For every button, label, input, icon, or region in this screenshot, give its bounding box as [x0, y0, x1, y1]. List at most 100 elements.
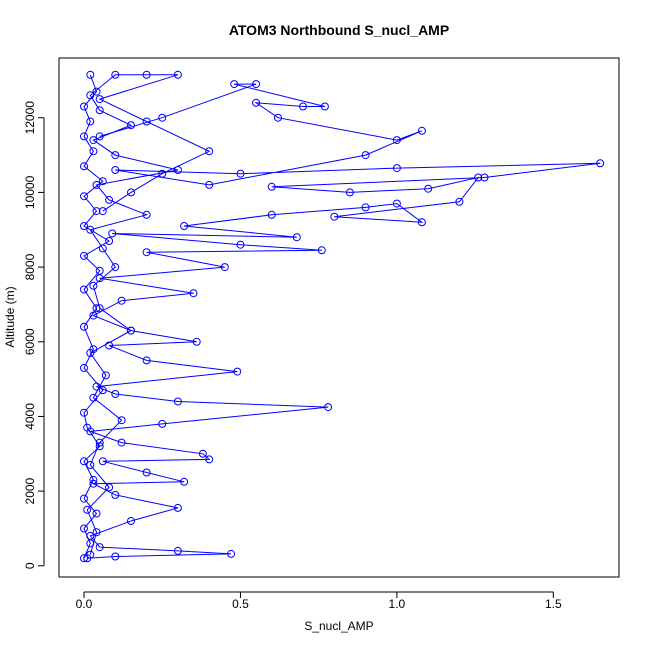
data-point: [86, 461, 95, 469]
data-point: [252, 80, 261, 89]
y-tick-label: 6000: [23, 328, 37, 355]
data-point: [233, 367, 242, 376]
data-point: [317, 246, 326, 255]
data-point: [142, 356, 151, 365]
data-point: [274, 113, 282, 122]
data-point: [80, 408, 88, 417]
data-point: [83, 554, 92, 563]
data-point: [80, 457, 88, 466]
data-point: [86, 117, 95, 126]
series-3: [80, 70, 114, 563]
chart-title: ATOM3 Northbound S_nucl_AMP: [229, 22, 449, 38]
data-point: [111, 552, 120, 561]
data-point: [392, 136, 401, 145]
data-point: [80, 102, 88, 111]
y-axis: 0 2000 4000 6000 8000 10000 12000: [23, 101, 45, 569]
data-point: [80, 285, 88, 294]
data-point: [86, 539, 95, 548]
data-point: [80, 363, 88, 372]
data-point: [80, 554, 88, 563]
data-point: [83, 423, 92, 432]
y-axis-label: Altitude (m): [3, 286, 17, 347]
y-tick-label: 12000: [23, 101, 37, 135]
data-point: [92, 87, 101, 96]
data-point: [105, 483, 114, 492]
data-point: [80, 251, 88, 260]
data-point: [92, 509, 101, 518]
data-point: [83, 505, 92, 514]
data-point: [361, 203, 370, 212]
y-tick-label: 10000: [23, 175, 37, 209]
x-axis-label: S_nucl_AMP: [304, 619, 373, 633]
data-point: [92, 180, 101, 189]
data-point: [392, 199, 401, 208]
data-point: [80, 192, 88, 201]
data-point: [95, 132, 104, 141]
series-2: [83, 80, 605, 563]
data-point: [111, 390, 120, 398]
data-point: [89, 136, 98, 145]
data-point: [158, 113, 167, 122]
data-point: [292, 233, 301, 242]
data-point: [474, 173, 483, 182]
data-point: [95, 442, 104, 451]
data-point: [89, 281, 98, 290]
plot-area-frame: [58, 57, 620, 578]
data-point: [455, 197, 464, 206]
y-tick-label: 8000: [23, 253, 37, 280]
data-point: [95, 543, 104, 552]
data-point: [111, 70, 120, 79]
data-point: [173, 397, 182, 406]
data-point: [424, 184, 433, 193]
data-point: [205, 180, 214, 189]
data-point: [127, 326, 135, 335]
data-point: [127, 188, 135, 197]
data-point: [92, 207, 101, 216]
data-point: [142, 468, 151, 477]
series-line: [87, 83, 601, 559]
data-point: [142, 70, 151, 79]
data-point: [417, 126, 426, 135]
data-point: [198, 449, 207, 458]
data-point: [95, 95, 104, 104]
y-tick-label: 4000: [23, 403, 37, 430]
data-point: [320, 102, 329, 111]
data-point: [101, 371, 110, 380]
x-tick-label: 0.5: [232, 597, 249, 611]
data-point: [105, 195, 114, 204]
data-point: [95, 266, 104, 275]
data-point: [324, 403, 333, 412]
data-point: [142, 248, 151, 257]
data-point: [205, 147, 214, 156]
data-point: [236, 240, 245, 249]
data-point: [417, 218, 426, 227]
data-point: [127, 517, 135, 525]
data-point: [330, 212, 339, 221]
data-point: [252, 98, 261, 107]
data-point: [173, 503, 182, 512]
data-point: [105, 341, 114, 350]
data-point: [267, 182, 276, 191]
data-point: [158, 419, 167, 428]
data-point: [92, 304, 101, 313]
data-point: [361, 151, 370, 160]
data-point: [236, 169, 245, 178]
data-point: [95, 106, 104, 115]
data-point: [173, 166, 182, 174]
data-point: [180, 477, 189, 486]
data-point: [230, 80, 239, 89]
data-point: [173, 546, 182, 555]
data-point: [392, 164, 401, 173]
data-point: [189, 289, 198, 298]
data-point: [80, 132, 88, 141]
y-tick-label: 0: [23, 562, 37, 569]
data-point: [111, 151, 120, 160]
data-point: [117, 416, 126, 425]
x-tick-label: 1.5: [545, 597, 562, 611]
data-point: [180, 222, 189, 230]
data-point: [267, 210, 276, 219]
data-point: [98, 207, 107, 216]
series-layer: [80, 70, 605, 563]
data-point: [480, 173, 489, 182]
